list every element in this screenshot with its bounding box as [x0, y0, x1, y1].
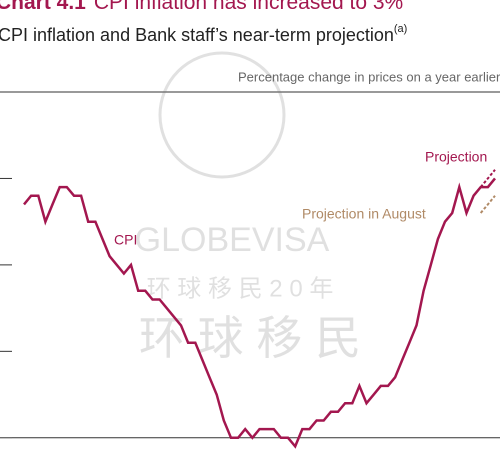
chart-label: Chart 4.1	[0, 0, 86, 14]
chart-subtitle: CPI inflation and Bank staff’s near-term…	[0, 25, 394, 45]
watermark-text: 环 球 移 民 2 0 年	[147, 275, 334, 302]
watermark-text: 环 球 移 民	[139, 312, 361, 364]
series-line	[23, 177, 496, 449]
series-label: Projection in August	[302, 206, 426, 222]
subtitle-line: CPI inflation and Bank staff’s near-term…	[0, 23, 407, 45]
watermark-globe	[158, 51, 286, 179]
series-label: CPI	[114, 232, 137, 248]
footnote-marker: (a)	[394, 23, 407, 35]
chart-heading: Chart 4.1 CPI inflation has increased to …	[0, 0, 403, 14]
series-line	[479, 195, 496, 214]
series-label: Projection	[425, 149, 487, 165]
axis-note: Percentage change in prices on a year ea…	[238, 69, 500, 84]
watermark-text: GLOBEVISA	[135, 221, 330, 259]
series-line	[479, 169, 496, 188]
chart-title: CPI inflation has increased to 3%	[94, 0, 403, 14]
